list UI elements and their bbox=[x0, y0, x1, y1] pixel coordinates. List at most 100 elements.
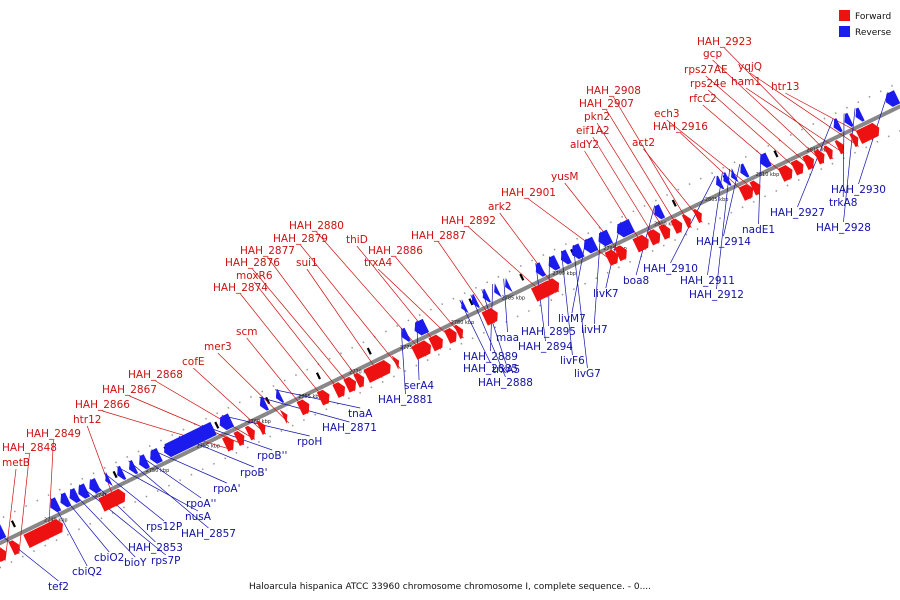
reverse-gene-label[interactable]: HAH_2881 bbox=[378, 394, 433, 406]
forward-gene-label[interactable]: HAH_2907 bbox=[579, 98, 634, 110]
reverse-gene[interactable] bbox=[831, 118, 843, 133]
reverse-gene[interactable] bbox=[67, 488, 81, 504]
reverse-gene[interactable] bbox=[713, 175, 725, 191]
reverse-gene[interactable] bbox=[273, 389, 285, 405]
forward-gene[interactable] bbox=[411, 339, 433, 360]
reverse-gene[interactable] bbox=[126, 460, 139, 475]
reverse-gene-label[interactable]: HAH_2871 bbox=[322, 422, 377, 434]
reverse-gene[interactable] bbox=[558, 249, 572, 266]
reverse-gene[interactable] bbox=[136, 454, 151, 471]
forward-gene-label[interactable]: rps24e bbox=[690, 78, 726, 90]
reverse-gene[interactable] bbox=[217, 413, 235, 432]
reverse-gene-label[interactable]: nadE1 bbox=[742, 224, 775, 236]
reverse-gene[interactable] bbox=[194, 421, 217, 442]
reverse-gene[interactable] bbox=[491, 283, 502, 298]
reverse-gene-label[interactable]: HAH_2889 bbox=[463, 351, 518, 363]
forward-gene[interactable] bbox=[632, 233, 652, 253]
reverse-gene-label[interactable]: livF6 bbox=[560, 355, 585, 367]
reverse-gene-label[interactable]: rpoB' bbox=[240, 467, 268, 479]
reverse-gene[interactable] bbox=[533, 262, 546, 279]
forward-gene-label[interactable]: HAH_2886 bbox=[368, 245, 423, 257]
forward-gene[interactable] bbox=[343, 375, 359, 393]
forward-gene-label[interactable]: ark2 bbox=[488, 201, 512, 213]
reverse-gene-label[interactable]: HAH_2895 bbox=[521, 326, 576, 338]
reverse-gene-label[interactable]: trxA5 bbox=[492, 364, 520, 376]
reverse-gene-label[interactable]: HAH_2930 bbox=[831, 184, 886, 196]
forward-gene-label[interactable]: HAH_2876 bbox=[225, 257, 280, 269]
forward-gene-label[interactable]: thiD bbox=[346, 234, 368, 246]
forward-gene[interactable] bbox=[802, 153, 817, 170]
reverse-gene-label[interactable]: cbiO2 bbox=[94, 552, 124, 564]
reverse-gene-label[interactable]: rpoB'' bbox=[257, 450, 287, 462]
forward-gene[interactable] bbox=[443, 327, 459, 344]
forward-gene[interactable] bbox=[363, 359, 394, 383]
forward-gene-label[interactable]: act2 bbox=[632, 137, 655, 149]
forward-gene[interactable] bbox=[256, 419, 269, 435]
forward-gene-label[interactable]: HAH_2892 bbox=[441, 215, 496, 227]
forward-gene-label[interactable]: HAH_2868 bbox=[128, 369, 183, 381]
reverse-gene[interactable] bbox=[842, 112, 854, 128]
reverse-gene[interactable] bbox=[596, 229, 613, 248]
forward-gene[interactable] bbox=[244, 424, 257, 441]
reverse-gene[interactable] bbox=[86, 478, 102, 495]
reverse-gene-label[interactable]: tnaA bbox=[348, 408, 373, 420]
forward-gene[interactable] bbox=[353, 371, 367, 388]
forward-gene-label[interactable]: HAH_2880 bbox=[289, 220, 344, 232]
forward-gene[interactable] bbox=[692, 208, 705, 224]
forward-gene[interactable] bbox=[823, 144, 836, 160]
forward-gene[interactable] bbox=[98, 487, 129, 512]
forward-gene[interactable] bbox=[222, 435, 236, 452]
reverse-gene-label[interactable]: HAH_2928 bbox=[816, 222, 871, 234]
reverse-gene[interactable] bbox=[737, 163, 750, 179]
reverse-gene-label[interactable]: HAH_2894 bbox=[518, 341, 573, 353]
forward-gene[interactable] bbox=[670, 217, 685, 234]
reverse-gene[interactable] bbox=[399, 327, 411, 343]
forward-gene-label[interactable]: HAH_2874 bbox=[213, 282, 268, 294]
forward-gene-label[interactable]: HAH_2887 bbox=[411, 230, 466, 242]
forward-gene-label[interactable]: sui1 bbox=[296, 257, 318, 269]
reverse-gene[interactable] bbox=[652, 204, 666, 221]
forward-gene-label[interactable]: moxR6 bbox=[236, 270, 273, 282]
forward-gene[interactable] bbox=[23, 518, 66, 548]
reverse-gene[interactable] bbox=[728, 168, 739, 183]
forward-gene-label[interactable]: HAH_2867 bbox=[102, 384, 157, 396]
reverse-gene[interactable] bbox=[147, 448, 163, 465]
forward-gene-label[interactable]: HAH_2908 bbox=[586, 85, 641, 97]
reverse-gene-label[interactable]: nusA bbox=[185, 511, 212, 523]
reverse-gene[interactable] bbox=[853, 107, 865, 123]
forward-gene[interactable] bbox=[738, 183, 756, 201]
forward-gene-label[interactable]: ham1 bbox=[731, 76, 761, 88]
forward-gene[interactable] bbox=[428, 333, 446, 352]
reverse-gene-label[interactable]: tef2 bbox=[48, 581, 69, 593]
reverse-gene-label[interactable]: rpoA'' bbox=[186, 498, 216, 510]
reverse-gene-label[interactable]: boa8 bbox=[623, 275, 649, 287]
forward-gene-label[interactable]: htr13 bbox=[771, 81, 799, 93]
forward-gene[interactable] bbox=[548, 277, 562, 294]
forward-gene-label[interactable]: yusM bbox=[551, 171, 578, 183]
reverse-gene[interactable] bbox=[0, 524, 7, 544]
reverse-gene-label[interactable]: serA4 bbox=[404, 380, 434, 392]
forward-gene[interactable] bbox=[316, 388, 332, 406]
forward-gene-label[interactable]: HAH_2866 bbox=[75, 399, 130, 411]
reverse-gene-label[interactable]: livH7 bbox=[581, 324, 608, 336]
forward-gene-label[interactable]: rfcC2 bbox=[689, 93, 717, 105]
forward-gene[interactable] bbox=[681, 213, 694, 229]
reverse-gene-label[interactable]: HAH_2910 bbox=[643, 263, 698, 275]
forward-gene[interactable] bbox=[332, 381, 348, 398]
forward-gene-label[interactable]: trxA4 bbox=[364, 257, 393, 269]
reverse-gene-label[interactable]: livG7 bbox=[574, 368, 601, 380]
forward-gene[interactable] bbox=[279, 409, 290, 424]
reverse-gene-label[interactable]: livM7 bbox=[558, 313, 586, 325]
reverse-gene-label[interactable]: HAH_2912 bbox=[689, 289, 744, 301]
forward-gene-label[interactable]: HAH_2877 bbox=[240, 245, 295, 257]
reverse-gene[interactable] bbox=[546, 255, 561, 272]
reverse-gene[interactable] bbox=[581, 236, 599, 255]
forward-gene-label[interactable]: HAH_2849 bbox=[26, 428, 81, 440]
forward-gene[interactable] bbox=[233, 430, 247, 446]
reverse-gene-label[interactable]: HAH_2911 bbox=[680, 275, 735, 287]
forward-gene[interactable] bbox=[391, 354, 402, 370]
forward-gene[interactable] bbox=[813, 148, 827, 165]
forward-gene[interactable] bbox=[834, 139, 847, 155]
forward-gene[interactable] bbox=[296, 398, 312, 416]
forward-gene[interactable] bbox=[658, 223, 673, 240]
